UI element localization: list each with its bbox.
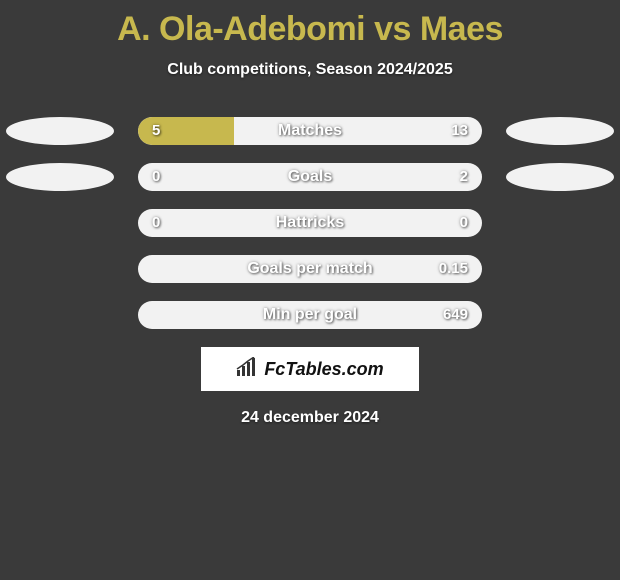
stat-label: Matches [138, 117, 482, 145]
stat-bar: 0Goals2 [138, 163, 482, 191]
stats-rows: 5Matches130Goals20Hattricks0Goals per ma… [0, 117, 620, 329]
subtitle: Club competitions, Season 2024/2025 [0, 61, 620, 79]
stat-row: Goals per match0.15 [0, 255, 620, 283]
date-label: 24 december 2024 [0, 409, 620, 427]
right-value: 649 [443, 301, 468, 329]
comparison-infographic: A. Ola-Adebomi vs Maes Club competitions… [0, 0, 620, 580]
left-badge-ellipse [6, 117, 114, 145]
right-value: 0.15 [439, 255, 468, 283]
stat-row: 5Matches13 [0, 117, 620, 145]
right-badge-ellipse [506, 163, 614, 191]
logo-text: FcTables.com [264, 359, 383, 380]
right-badge-ellipse [506, 117, 614, 145]
stat-bar: 0Hattricks0 [138, 209, 482, 237]
stat-label: Goals per match [138, 255, 482, 283]
right-value: 0 [460, 209, 468, 237]
right-value: 2 [460, 163, 468, 191]
stat-label: Min per goal [138, 301, 482, 329]
stat-bar: Goals per match0.15 [138, 255, 482, 283]
bar-chart-icon [236, 357, 258, 382]
right-value: 13 [451, 117, 468, 145]
stat-bar: Min per goal649 [138, 301, 482, 329]
stat-bar: 5Matches13 [138, 117, 482, 145]
left-badge-ellipse [6, 163, 114, 191]
stat-row: 0Hattricks0 [0, 209, 620, 237]
stat-label: Goals [138, 163, 482, 191]
stat-row: Min per goal649 [0, 301, 620, 329]
page-title: A. Ola-Adebomi vs Maes [0, 0, 620, 49]
logo-inner: FcTables.com [236, 357, 383, 382]
stat-row: 0Goals2 [0, 163, 620, 191]
stat-label: Hattricks [138, 209, 482, 237]
logo-box: FcTables.com [201, 347, 419, 391]
